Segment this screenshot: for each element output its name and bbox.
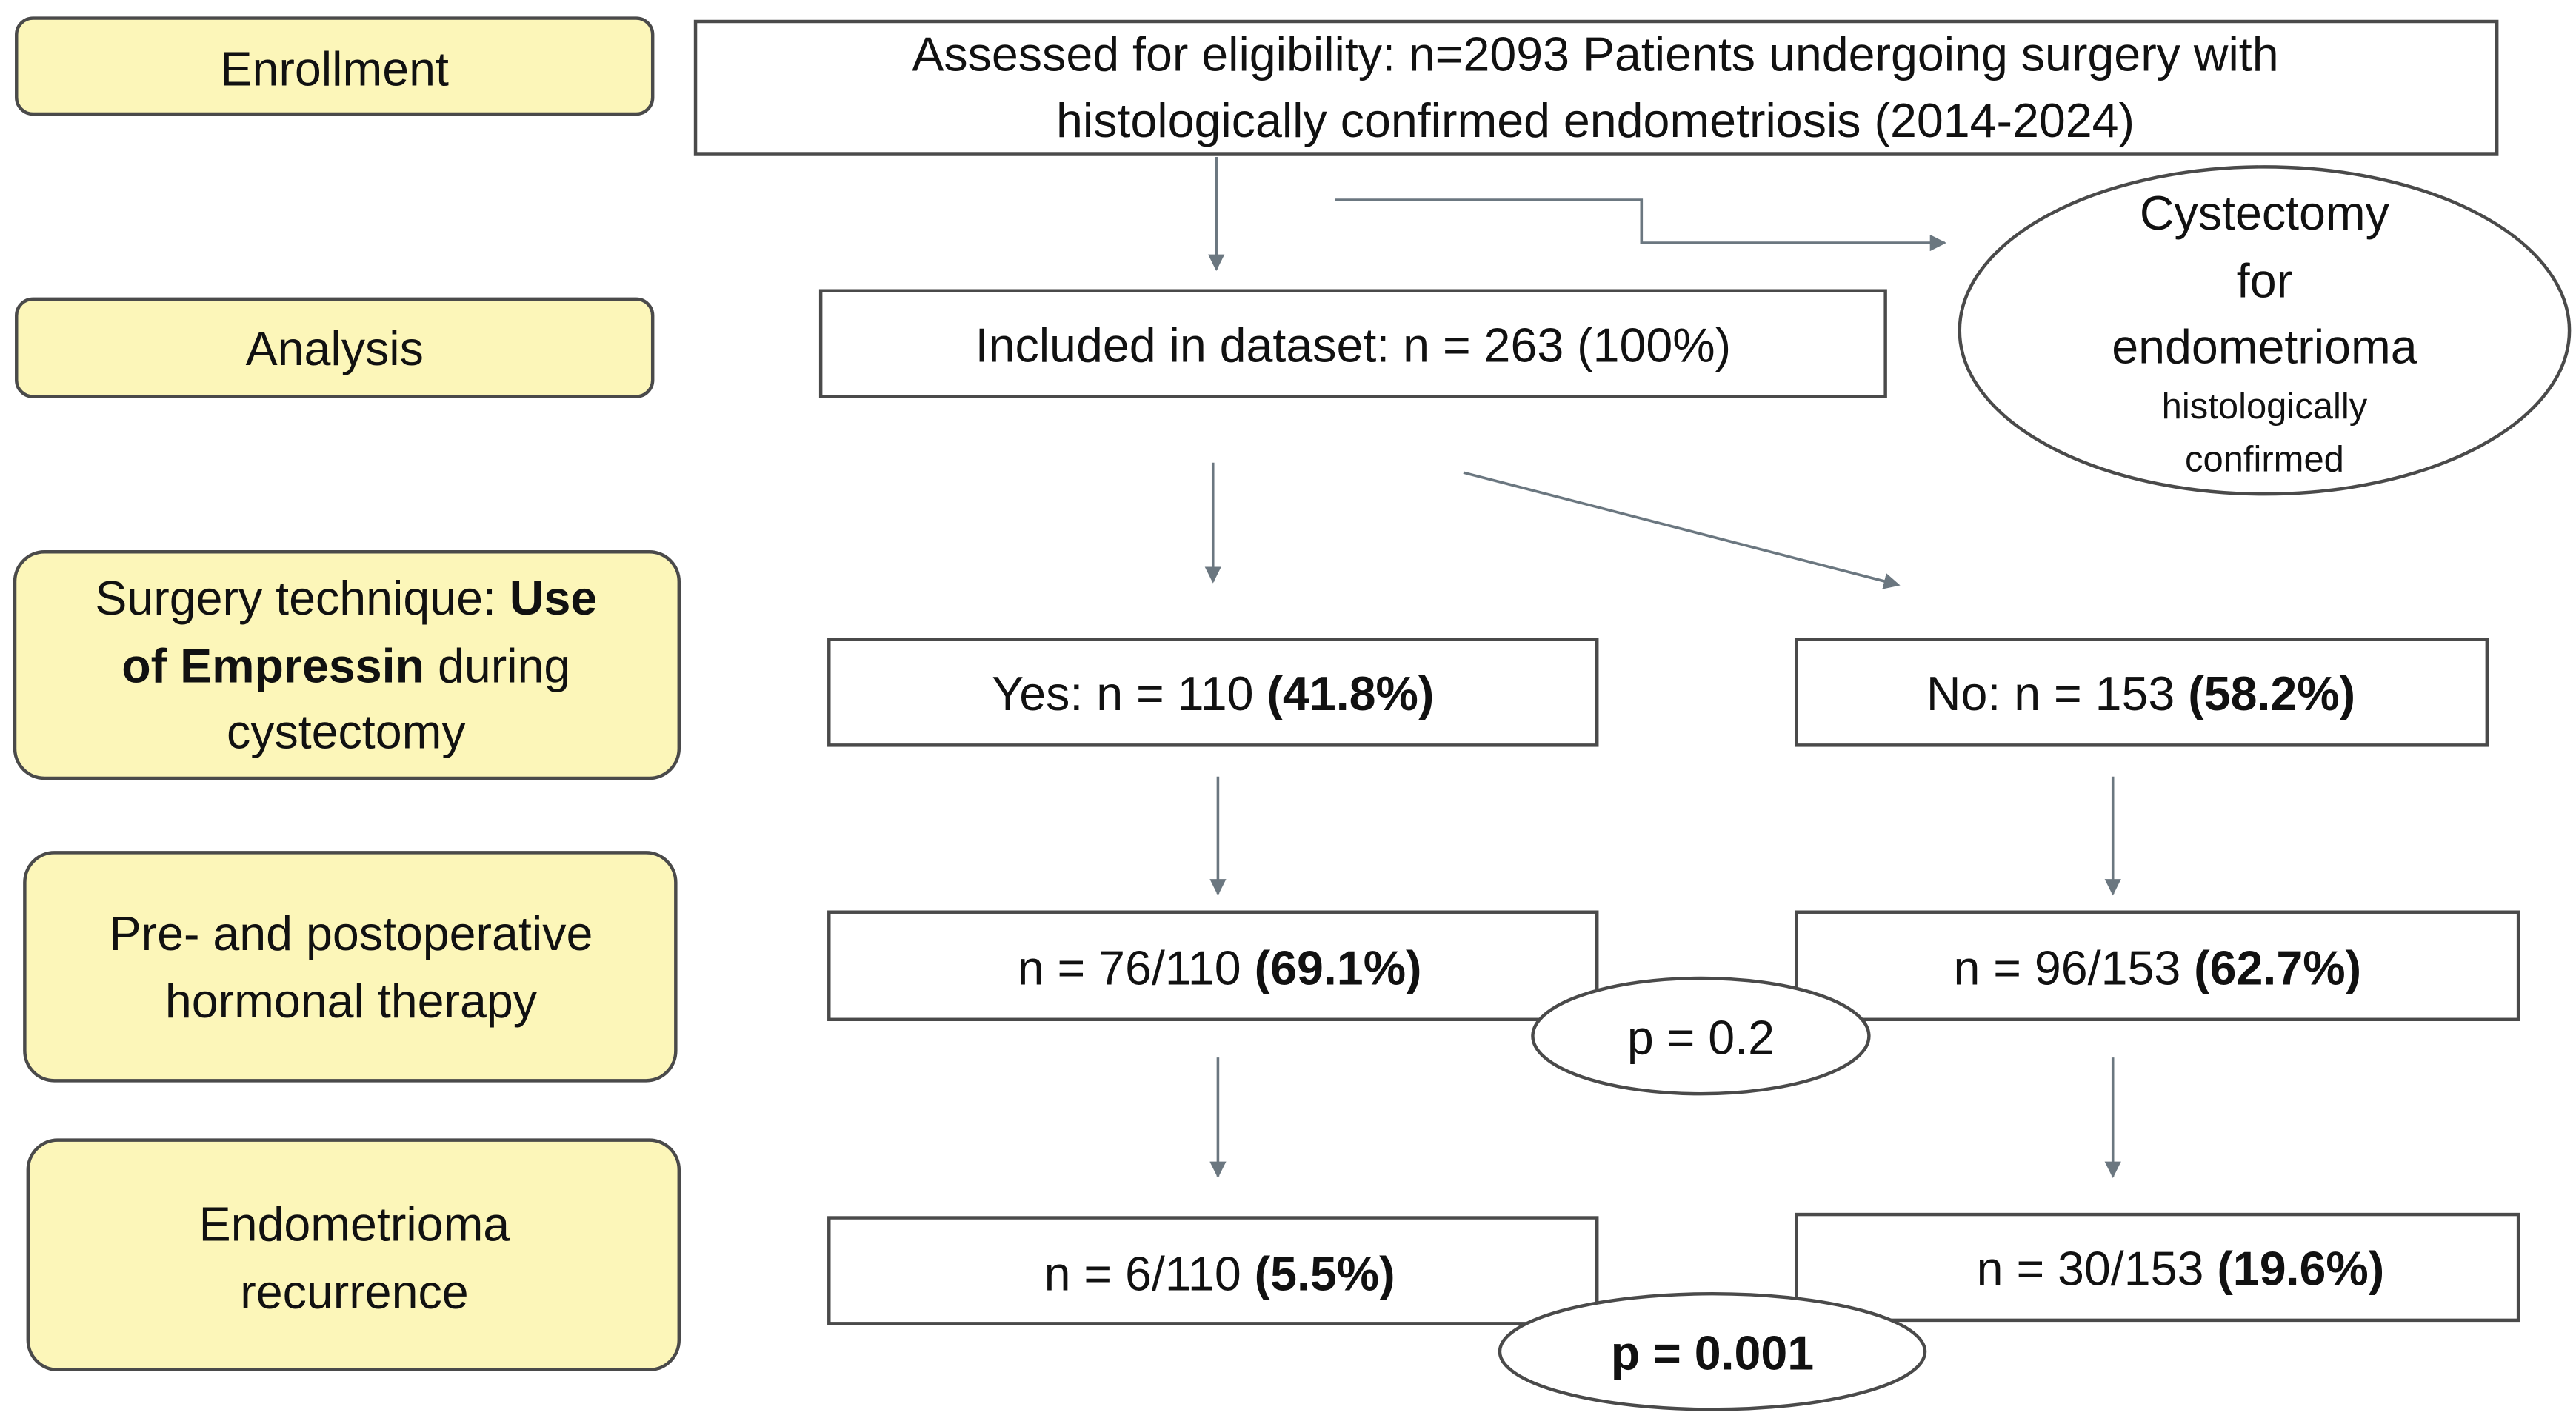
excluded-text: confirmed — [2185, 439, 2344, 479]
included-text: Included in dataset: n = 263 (100%) — [975, 318, 1731, 372]
recurrence-no-box — [1795, 1212, 2520, 1323]
stage-recurrence: Endometrioma recurrence — [26, 1138, 681, 1372]
assessed-text: histologically confirmed endometriosis (… — [1056, 94, 2135, 147]
text-part: (19.6%) — [2217, 1243, 2384, 1296]
therapy-yes-box — [827, 910, 1599, 1022]
no-text: No: n = 153 (58.2%) — [1926, 667, 2355, 720]
text-part: during — [438, 639, 570, 692]
excluded-text: endometrioma — [2112, 321, 2417, 374]
assessed-box — [693, 19, 2499, 156]
p-ellipse — [1531, 976, 1871, 1096]
text-part: Use — [510, 572, 597, 625]
excluded-text: histologically — [2162, 387, 2368, 427]
therapy-no-box — [1795, 910, 2520, 1022]
p-value: p = 0.001 — [1611, 1326, 1814, 1380]
stage-analysis: Analysis — [15, 297, 655, 398]
p-ellipse — [1498, 1291, 1927, 1411]
text-part: n = 30/153 — [1977, 1243, 2204, 1296]
stage-label: recurrence — [240, 1265, 468, 1319]
stage-box — [26, 1138, 681, 1372]
stage-label: Pre- and postoperative — [110, 907, 593, 960]
yes-text: Yes: n = 110 (41.8%) — [992, 667, 1434, 720]
text-part: n = 6/110 — [1044, 1247, 1241, 1300]
recurrence-yes-box — [827, 1216, 1599, 1325]
arrow — [1335, 198, 1946, 252]
excluded-ellipse — [1958, 165, 2572, 496]
text-part: No: n = 153 — [1926, 667, 2175, 720]
stage-label: cystectomy — [227, 705, 466, 758]
excluded-text: for — [2237, 254, 2292, 307]
text-part: of Empressin — [121, 639, 424, 692]
stage-label: Endometrioma — [199, 1197, 510, 1251]
stage-box — [13, 550, 681, 780]
text-part: (58.2%) — [2188, 667, 2355, 720]
text-part: Yes: n = 110 — [992, 667, 1253, 720]
stage-box — [23, 851, 678, 1083]
text-part: (41.8%) — [1267, 667, 1434, 720]
stage-label: Analysis — [246, 322, 424, 375]
recurrence-yes-text: n = 6/110 (5.5%) — [1044, 1247, 1395, 1300]
excluded-text: Cystectomy — [2140, 187, 2390, 240]
stage-box — [15, 297, 655, 398]
stage-label: Surgery technique: Use — [95, 572, 597, 625]
therapy-no-text: n = 96/153 (62.7%) — [1953, 942, 2361, 995]
stage-label: hormonal therapy — [165, 974, 538, 1028]
yes-box — [827, 638, 1599, 747]
stage-label: Enrollment — [221, 43, 449, 96]
stage-box — [15, 16, 655, 116]
assessed-text: Assessed for eligibility: n=2093 Patient… — [912, 28, 2278, 81]
text-part: (5.5%) — [1255, 1247, 1395, 1300]
p-value: p = 0.2 — [1627, 1011, 1775, 1064]
text-part: n = 76/110 — [1018, 942, 1241, 995]
stage-technique: Surgery technique: Use of Empressin duri… — [13, 550, 681, 780]
recurrence-no-text: n = 30/153 (19.6%) — [1977, 1243, 2385, 1296]
text-part: Surgery technique: — [95, 572, 496, 625]
stage-therapy: Pre- and postoperative hormonal therapy — [23, 851, 678, 1083]
stage-enrollment: Enrollment — [15, 16, 655, 116]
included-box — [818, 289, 1887, 398]
stage-label: of Empressin during — [121, 639, 570, 692]
arrow — [1463, 471, 1901, 589]
text-part: n = 96/153 — [1953, 942, 2180, 995]
text-part: (62.7%) — [2194, 942, 2361, 995]
therapy-yes-text: n = 76/110 (69.1%) — [1018, 942, 1422, 995]
no-box — [1795, 638, 2489, 747]
text-part: (69.1%) — [1255, 942, 1422, 995]
